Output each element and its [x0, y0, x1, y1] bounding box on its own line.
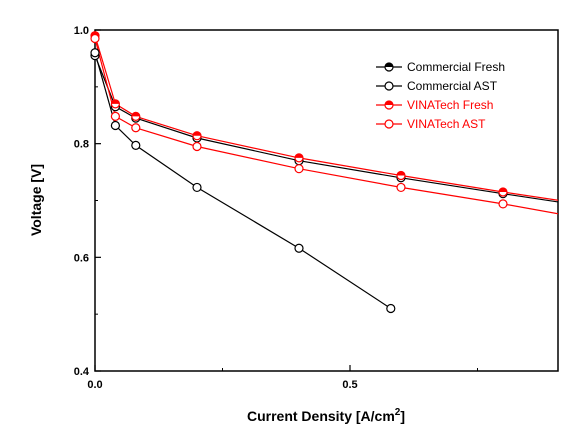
data-point	[396, 170, 406, 181]
data-point	[110, 99, 121, 109]
series-line-0	[95, 55, 558, 203]
legend-marker	[384, 119, 394, 129]
data-point	[294, 153, 304, 163]
legend-marker	[384, 100, 394, 110]
data-point	[131, 111, 141, 121]
data-point	[498, 187, 508, 197]
data-point	[192, 141, 202, 152]
data-point	[294, 164, 304, 174]
y-tick-label: 0.6	[74, 252, 89, 264]
x-axis-title: Current Density [A/cm2]	[247, 407, 405, 424]
data-point	[386, 303, 396, 314]
data-point	[131, 140, 141, 150]
data-point	[90, 33, 100, 44]
legend: Commercial Fresh Commercial AST VINATech F…	[376, 60, 505, 131]
data-point	[396, 182, 406, 193]
markers-layer	[90, 31, 508, 314]
series-line-1	[95, 52, 392, 310]
y-axis-title: Voltage [V]	[28, 164, 44, 236]
data-point	[131, 123, 141, 133]
y-tick-label: 0.4	[74, 366, 90, 378]
x-tick-label: 0.5	[342, 379, 357, 391]
data-point	[110, 111, 121, 121]
y-tick-label: 0.8	[74, 139, 89, 151]
data-point	[294, 243, 304, 253]
legend-label: Commercial AST	[407, 79, 498, 93]
data-point	[110, 120, 121, 131]
y-tick-label: 1.0	[74, 25, 89, 37]
legend-label: VINATech Fresh	[407, 98, 493, 112]
x-tick-label: 0.0	[87, 379, 102, 391]
series-line-2	[95, 35, 558, 201]
legend-label: VINATech AST	[407, 117, 486, 131]
data-point	[498, 199, 508, 209]
legend-label: Commercial Fresh	[407, 60, 505, 74]
series-layer	[95, 35, 558, 310]
series-line-3	[95, 38, 558, 215]
legend-marker	[384, 81, 394, 91]
data-point	[90, 48, 100, 58]
legend-marker	[384, 62, 394, 72]
data-point	[192, 131, 202, 141]
axis-ticks: 0.00.51.01.50.40.60.81.0	[74, 25, 478, 391]
data-point	[192, 182, 202, 193]
